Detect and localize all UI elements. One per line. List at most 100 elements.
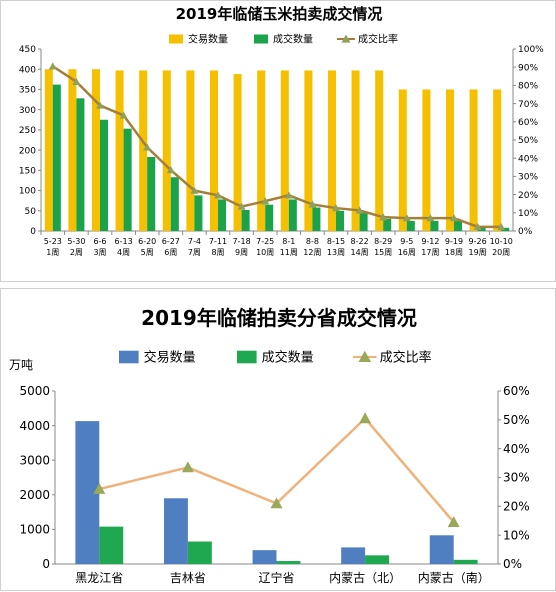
bar-成交数量-19: [501, 227, 510, 231]
y-left-tick-label-1: 50: [25, 207, 37, 217]
bar-成交数量-3: [123, 128, 132, 231]
bar-交易数量-14: [375, 70, 384, 232]
y-axis-unit-label: 万吨: [9, 358, 33, 372]
y-right-tick-label-10: 100%: [518, 45, 544, 55]
bar-成交数量-2: [276, 561, 301, 564]
bar-交易数量-19: [493, 89, 502, 231]
bar-成交数量-14: [383, 218, 392, 231]
point-成交比率-4: [447, 516, 460, 527]
x-category-label-13-1: 14周: [351, 248, 369, 257]
x-category-label-11-0: 8-8: [306, 237, 319, 246]
x-category-label-10-1: 11周: [280, 248, 298, 257]
bar-交易数量-17: [445, 89, 454, 231]
point-成交比率-1: [181, 461, 194, 473]
y-left-tick-label-5: 250: [19, 126, 36, 136]
bar-成交数量-17: [454, 220, 463, 231]
point-成交比率-19: [497, 222, 506, 231]
legend-swatch-1: [237, 350, 257, 364]
y-left-tick-label-7: 350: [19, 86, 36, 96]
point-成交比率-2: [96, 101, 104, 109]
legend-label-0: 交易数量: [144, 350, 196, 366]
x-category-label-18-0: 9-26: [469, 237, 487, 246]
y-right-tick-label-2: 20%: [518, 191, 538, 201]
y-right-tick-label-0: 0%: [503, 557, 522, 571]
x-category-label-0-0: 黑龙江省: [75, 571, 123, 585]
bar-成交数量-16: [430, 220, 439, 231]
point-成交比率-15: [402, 214, 411, 222]
point-成交比率-4: [143, 143, 152, 151]
x-category-label-13-0: 8-22: [351, 237, 369, 246]
x-category-label-1-0: 5-30: [67, 237, 85, 246]
bar-交易数量-0: [75, 421, 100, 564]
bar-成交数量-7: [218, 199, 227, 231]
bar-交易数量-15: [398, 89, 407, 231]
x-category-label-8-1: 9周: [235, 248, 248, 257]
point-成交比率-7: [214, 191, 222, 199]
bar-交易数量-8: [233, 74, 242, 231]
x-category-label-6-1: 7周: [188, 248, 201, 257]
bar-成交数量-1: [76, 98, 85, 231]
x-category-label-16-0: 9-12: [421, 237, 439, 246]
point-成交比率-6: [190, 186, 199, 194]
y-right-tick-label-1: 10%: [503, 528, 530, 542]
point-成交比率-18: [473, 222, 482, 231]
y-right-tick-label-5: 50%: [518, 136, 538, 146]
y-right-tick-label-4: 40%: [503, 442, 530, 456]
x-category-label-1-0: 吉林省: [170, 571, 206, 585]
bar-成交数量-1: [187, 541, 212, 564]
bar-成交数量-5: [170, 177, 179, 231]
line-成交比率: [52, 65, 502, 229]
x-category-label-1-1: 2周: [70, 248, 83, 257]
bar-成交数量-12: [336, 210, 345, 231]
y-left-tick-label-2: 2000: [19, 488, 50, 502]
x-category-label-15-0: 9-5: [400, 237, 413, 246]
y-right-tick-label-0: 0%: [518, 227, 533, 237]
bar-交易数量-4: [429, 535, 454, 564]
y-left-tick-label-6: 300: [19, 106, 36, 116]
chart-title: 2019年临储玉米拍卖成交情况: [176, 5, 383, 23]
y-right-tick-label-6: 60%: [518, 118, 538, 128]
x-category-label-2-1: 3周: [93, 248, 106, 257]
x-category-label-0-0: 5-23: [44, 237, 62, 246]
point-成交比率-3: [359, 412, 372, 424]
y-right-tick-label-6: 60%: [503, 384, 530, 398]
x-category-label-3-1: 4周: [117, 248, 130, 257]
x-category-label-10-0: 8-1: [282, 237, 295, 246]
bar-交易数量-13: [351, 70, 360, 232]
x-category-label-2-0: 6-6: [93, 237, 106, 246]
x-category-label-2-0: 辽宁省: [258, 570, 294, 585]
x-category-label-11-1: 12周: [303, 248, 321, 257]
y-left-tick-label-0: 0: [30, 227, 36, 237]
x-category-label-17-0: 9-19: [445, 237, 463, 246]
legend-marker-2: [341, 34, 351, 43]
y-right-tick-label-8: 80%: [518, 82, 538, 92]
y-right-tick-label-1: 10%: [518, 209, 538, 219]
x-category-label-5-1: 6周: [164, 248, 177, 257]
point-成交比率-14: [379, 213, 388, 221]
y-right-tick-label-2: 20%: [503, 500, 530, 514]
y-right-tick-label-7: 70%: [518, 100, 538, 110]
x-category-label-14-0: 8-29: [374, 237, 392, 246]
bar-交易数量-6: [186, 70, 195, 232]
x-category-label-6-0: 7-4: [188, 237, 201, 246]
y-left-tick-label-4: 4000: [19, 419, 50, 433]
bar-成交数量-8: [241, 209, 250, 231]
point-成交比率-0: [48, 62, 57, 70]
y-left-tick-label-8: 400: [19, 65, 36, 75]
chart-panel-province: 2019年临储拍卖分省成交情况 万吨 交易数量 成交数量 成交比率 0 1000 2000 30…: [0, 288, 556, 591]
bar-成交数量-2: [100, 119, 109, 231]
point-成交比率-1: [72, 77, 81, 85]
chart-title: 2019年临储拍卖分省成交情况: [141, 306, 417, 330]
bar-交易数量-2: [91, 69, 100, 231]
x-category-label-17-1: 18周: [445, 248, 463, 257]
x-category-label-0-1: 1周: [46, 248, 59, 257]
point-成交比率-12: [332, 204, 340, 212]
legend-label-2: 成交比率: [380, 350, 432, 366]
point-成交比率-9: [261, 197, 270, 205]
legend-marker-2: [358, 350, 372, 363]
point-成交比率-17: [450, 214, 458, 222]
bar-成交数量-3: [365, 555, 390, 564]
x-category-label-7-1: 8周: [211, 248, 224, 257]
